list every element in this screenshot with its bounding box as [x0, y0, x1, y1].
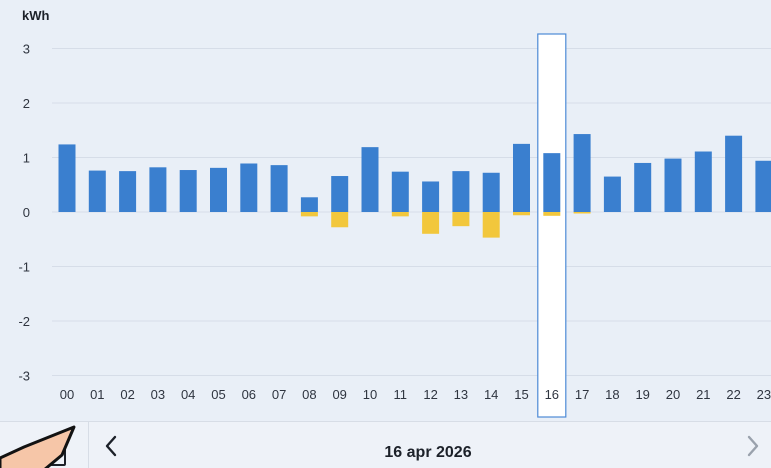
consumption-bar[interactable]	[422, 181, 440, 212]
x-axis-tick-labels: 00 01 02 03 04 05 06 07 08 09 10 11 12 13 14 15 16 17 18 19…	[60, 387, 771, 402]
y-tick-label: -3	[18, 369, 30, 384]
return-bar[interactable]	[422, 212, 440, 234]
y-tick-label: 3	[23, 42, 30, 57]
consumption-bar[interactable]	[391, 171, 409, 212]
consumption-bar[interactable]	[482, 172, 500, 212]
x-tick-label[interactable]: 07	[272, 387, 286, 402]
x-tick-label[interactable]: 02	[120, 387, 134, 402]
consumption-bar[interactable]	[149, 167, 167, 212]
y-axis-tick-labels: 3 2 1 0 -1 -2 -3	[18, 42, 30, 384]
x-tick-label[interactable]: 20	[666, 387, 680, 402]
x-tick-label[interactable]: 12	[423, 387, 437, 402]
calendar-cell[interactable]	[0, 422, 89, 468]
next-day-button[interactable]	[738, 428, 768, 464]
x-tick-label[interactable]: 13	[454, 387, 468, 402]
selected-hour-highlight-layer	[537, 33, 567, 418]
return-bar[interactable]	[482, 212, 500, 238]
x-tick-label[interactable]: 11	[394, 387, 408, 402]
return-bar[interactable]	[513, 212, 530, 216]
y-tick-label: 2	[23, 96, 30, 111]
consumption-bar[interactable]	[755, 160, 771, 212]
x-tick-label[interactable]: 19	[635, 387, 649, 402]
consumption-bar[interactable]	[270, 165, 288, 212]
y-tick-label: 1	[23, 151, 30, 166]
chevron-left-icon	[105, 435, 117, 457]
return-bar[interactable]	[331, 212, 349, 228]
return-bar[interactable]	[573, 212, 591, 214]
x-tick-label[interactable]: 17	[575, 387, 589, 402]
consumption-bar[interactable]	[603, 176, 621, 212]
pointer-arrow-shape	[0, 425, 76, 468]
consumption-bar[interactable]	[210, 167, 227, 212]
consumption-bar[interactable]	[88, 170, 106, 212]
return-bar[interactable]	[452, 212, 470, 227]
y-tick-label: 0	[23, 205, 30, 220]
x-tick-label[interactable]: 16	[545, 387, 559, 402]
consumption-bar[interactable]	[513, 143, 530, 212]
consumption-bar[interactable]	[331, 176, 349, 212]
consumption-bar[interactable]	[119, 171, 137, 212]
x-tick-label[interactable]: 01	[90, 387, 104, 402]
y-axis-unit-label: kWh	[22, 8, 50, 23]
x-tick-label[interactable]: 03	[151, 387, 165, 402]
x-tick-label[interactable]: 22	[726, 387, 740, 402]
chevron-right-icon	[747, 435, 759, 457]
consumption-bar[interactable]	[58, 144, 76, 212]
y-tick-label: -2	[18, 314, 30, 329]
y-tick-label: -1	[18, 260, 30, 275]
x-tick-label[interactable]: 18	[605, 387, 619, 402]
consumption-bar[interactable]	[300, 197, 318, 212]
consumption-bar[interactable]	[694, 151, 712, 212]
consumption-bar[interactable]	[361, 147, 379, 212]
x-tick-label[interactable]: 06	[242, 387, 256, 402]
consumption-bar[interactable]	[179, 170, 197, 212]
x-tick-label[interactable]: 10	[363, 387, 377, 402]
consumption-bar[interactable]	[573, 134, 591, 212]
return-bar[interactable]	[543, 212, 561, 216]
chart-bars-layer	[58, 134, 771, 238]
previous-day-button[interactable]	[96, 428, 126, 464]
date-navigation-bar: 16 apr 2026	[0, 421, 771, 468]
x-tick-label[interactable]: 15	[514, 387, 528, 402]
consumption-bar[interactable]	[634, 162, 652, 212]
selected-hour-highlight[interactable]	[537, 33, 567, 418]
return-bar[interactable]	[300, 212, 318, 217]
consumption-bar[interactable]	[725, 135, 743, 212]
consumption-bar[interactable]	[664, 158, 682, 212]
x-tick-label[interactable]: 00	[60, 387, 74, 402]
x-tick-label[interactable]: 04	[181, 387, 195, 402]
consumption-bar[interactable]	[452, 171, 470, 212]
x-tick-label[interactable]: 05	[211, 387, 225, 402]
x-tick-label[interactable]: 08	[302, 387, 316, 402]
return-bar[interactable]	[391, 212, 409, 217]
selected-date-label: 16 apr 2026	[384, 444, 472, 461]
consumption-bar[interactable]	[543, 153, 561, 212]
x-tick-label[interactable]: 23	[757, 387, 771, 402]
x-tick-label[interactable]: 09	[332, 387, 346, 402]
consumption-bar[interactable]	[240, 163, 258, 212]
x-tick-label[interactable]: 14	[484, 387, 498, 402]
pointer-arrow-icon	[0, 425, 76, 468]
chart-gridlines	[52, 48, 771, 376]
x-tick-label[interactable]: 21	[696, 387, 710, 402]
